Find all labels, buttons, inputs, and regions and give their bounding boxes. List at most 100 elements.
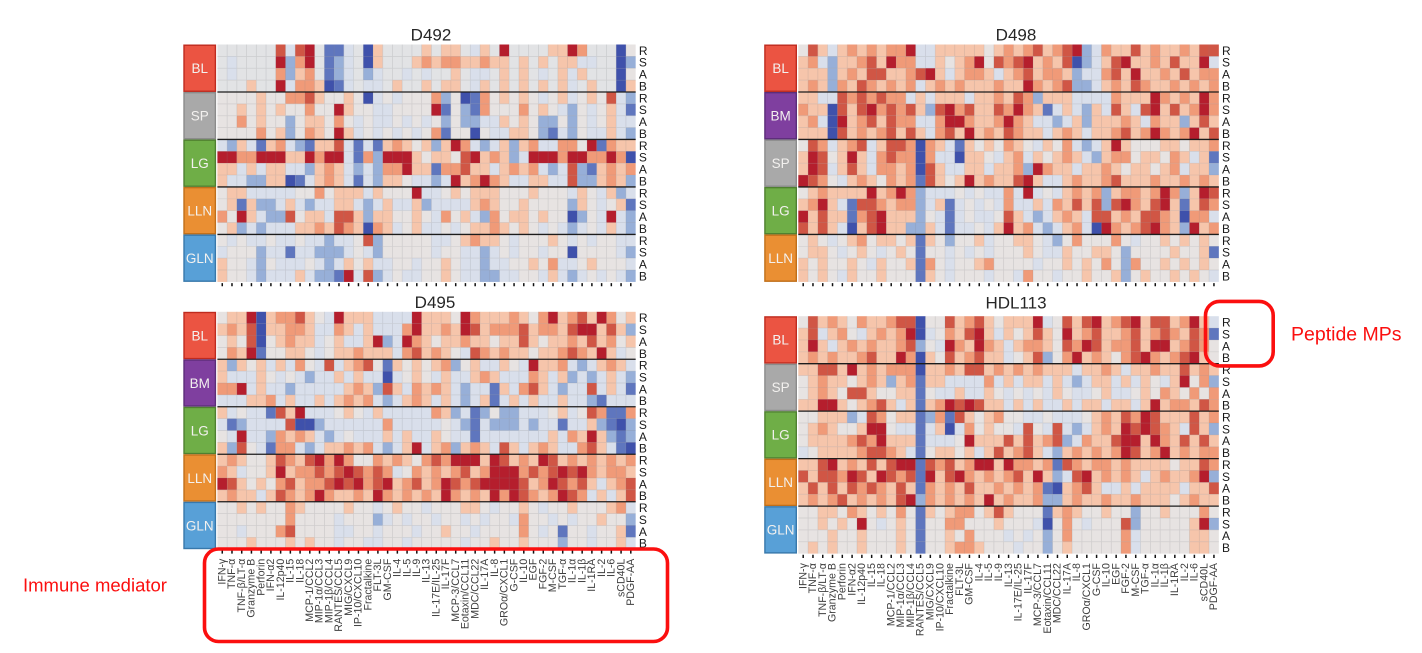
svg-text:IL-13: IL-13: [1003, 563, 1015, 587]
svg-text:R: R: [639, 359, 648, 373]
svg-text:R: R: [639, 234, 648, 248]
svg-text:TGF-α: TGF-α: [1140, 563, 1152, 594]
svg-text:BL: BL: [772, 333, 789, 348]
svg-text:FGF-2: FGF-2: [1120, 563, 1132, 594]
svg-text:B: B: [1222, 399, 1230, 413]
svg-text:IL-17E/IL-25: IL-17E/IL-25: [430, 559, 442, 617]
svg-text:B: B: [639, 394, 647, 408]
svg-text:IL-5: IL-5: [401, 559, 413, 577]
svg-text:B: B: [1222, 79, 1230, 93]
svg-text:R: R: [1222, 505, 1231, 519]
svg-text:A: A: [639, 477, 647, 491]
svg-text:LLN: LLN: [768, 251, 793, 266]
svg-text:S: S: [639, 56, 647, 70]
svg-text:LG: LG: [191, 156, 209, 171]
svg-text:IL-9: IL-9: [411, 559, 423, 577]
svg-text:B: B: [639, 222, 647, 236]
svg-text:R: R: [1222, 44, 1231, 58]
svg-text:B: B: [1222, 127, 1230, 141]
svg-text:MCP-3/CCL7: MCP-3/CCL7: [450, 559, 462, 622]
svg-text:A: A: [639, 525, 647, 539]
svg-text:LG: LG: [772, 428, 790, 443]
svg-text:A: A: [1222, 529, 1230, 543]
svg-text:IL-1RA: IL-1RA: [1169, 562, 1181, 596]
svg-text:R: R: [639, 139, 648, 153]
svg-text:A: A: [639, 430, 647, 444]
svg-text:MIP-1β/CCL4: MIP-1β/CCL4: [905, 563, 917, 627]
svg-text:SP: SP: [772, 156, 790, 171]
svg-text:IL-13: IL-13: [421, 559, 433, 583]
svg-text:IL-1β: IL-1β: [576, 559, 588, 583]
svg-text:SP: SP: [191, 109, 209, 124]
svg-text:IL-8: IL-8: [1071, 563, 1083, 581]
svg-text:A: A: [639, 335, 647, 349]
svg-text:GROα/CXCL1: GROα/CXCL1: [499, 559, 511, 626]
svg-text:MDC/CCL22: MDC/CCL22: [1052, 563, 1064, 623]
svg-text:A: A: [1222, 210, 1230, 224]
svg-text:IL-17E/IL-25: IL-17E/IL-25: [1013, 563, 1025, 621]
svg-text:S: S: [639, 246, 647, 260]
svg-text:IL-12p40: IL-12p40: [275, 559, 287, 601]
svg-text:FLT-3L: FLT-3L: [954, 563, 966, 596]
svg-text:B: B: [1222, 222, 1230, 236]
svg-text:B: B: [1222, 351, 1230, 365]
svg-text:IFN-α2: IFN-α2: [265, 559, 277, 592]
svg-text:IL-1β: IL-1β: [1159, 563, 1171, 587]
svg-text:A: A: [1222, 339, 1230, 353]
svg-text:Eotaxin/CCL11: Eotaxin/CCL11: [1042, 563, 1054, 634]
svg-text:A: A: [639, 210, 647, 224]
svg-text:S: S: [639, 465, 647, 479]
svg-text:M-CSF: M-CSF: [547, 558, 559, 592]
svg-text:R: R: [1222, 363, 1231, 377]
svg-text:MIP-1α/CCL3: MIP-1α/CCL3: [895, 563, 907, 628]
svg-text:B: B: [1222, 174, 1230, 188]
svg-text:Fractalkine: Fractalkine: [362, 559, 374, 611]
svg-text:BL: BL: [191, 328, 208, 343]
svg-text:S: S: [1222, 151, 1230, 165]
svg-text:LG: LG: [191, 423, 209, 438]
svg-text:IL-15: IL-15: [285, 559, 297, 583]
svg-text:R: R: [639, 91, 648, 105]
svg-text:sCD40L: sCD40L: [615, 559, 627, 597]
svg-text:S: S: [639, 323, 647, 337]
svg-text:R: R: [1222, 458, 1231, 472]
svg-text:IL-17A: IL-17A: [1061, 562, 1073, 594]
svg-text:A: A: [639, 257, 647, 271]
svg-text:A: A: [1222, 68, 1230, 82]
svg-text:RANTES/CCL5: RANTES/CCL5: [333, 559, 345, 632]
svg-text:IL-18: IL-18: [294, 559, 306, 583]
svg-text:A: A: [1222, 257, 1230, 271]
svg-text:GLN: GLN: [186, 518, 214, 533]
svg-text:EGF: EGF: [1110, 563, 1122, 585]
svg-text:FLT-3L: FLT-3L: [372, 559, 384, 592]
svg-text:A: A: [639, 163, 647, 177]
svg-text:A: A: [639, 382, 647, 396]
svg-text:IFN-γ: IFN-γ: [216, 558, 228, 585]
svg-text:R: R: [639, 311, 648, 325]
svg-text:IL-17A: IL-17A: [479, 558, 491, 590]
svg-text:S: S: [1222, 56, 1230, 70]
svg-text:A: A: [1222, 115, 1230, 129]
svg-text:IL-9: IL-9: [993, 563, 1005, 581]
svg-text:R: R: [639, 186, 648, 200]
svg-text:TGF-α: TGF-α: [557, 559, 569, 590]
svg-text:S: S: [1222, 198, 1230, 212]
svg-text:IFN-α2: IFN-α2: [846, 563, 858, 596]
svg-text:IL-12p40: IL-12p40: [856, 563, 868, 605]
svg-text:S: S: [1222, 246, 1230, 260]
svg-text:MCP-1/CCL2: MCP-1/CCL2: [304, 559, 316, 622]
svg-text:LLN: LLN: [768, 475, 793, 490]
svg-text:BM: BM: [770, 109, 790, 124]
svg-text:R: R: [639, 44, 648, 58]
svg-text:IL-8: IL-8: [489, 559, 501, 577]
svg-text:IP-10/CXCL10: IP-10/CXCL10: [934, 563, 946, 631]
svg-text:MCP-3/CCL7: MCP-3/CCL7: [1032, 563, 1044, 626]
svg-text:A: A: [1222, 163, 1230, 177]
svg-text:B: B: [639, 347, 647, 361]
svg-text:B: B: [639, 174, 647, 188]
svg-text:PDGF-AA: PDGF-AA: [1208, 562, 1220, 610]
svg-text:S: S: [1222, 470, 1230, 484]
svg-text:GM-CSF: GM-CSF: [964, 563, 976, 605]
svg-text:EGF: EGF: [528, 558, 540, 580]
svg-text:G-CSF: G-CSF: [508, 558, 520, 591]
